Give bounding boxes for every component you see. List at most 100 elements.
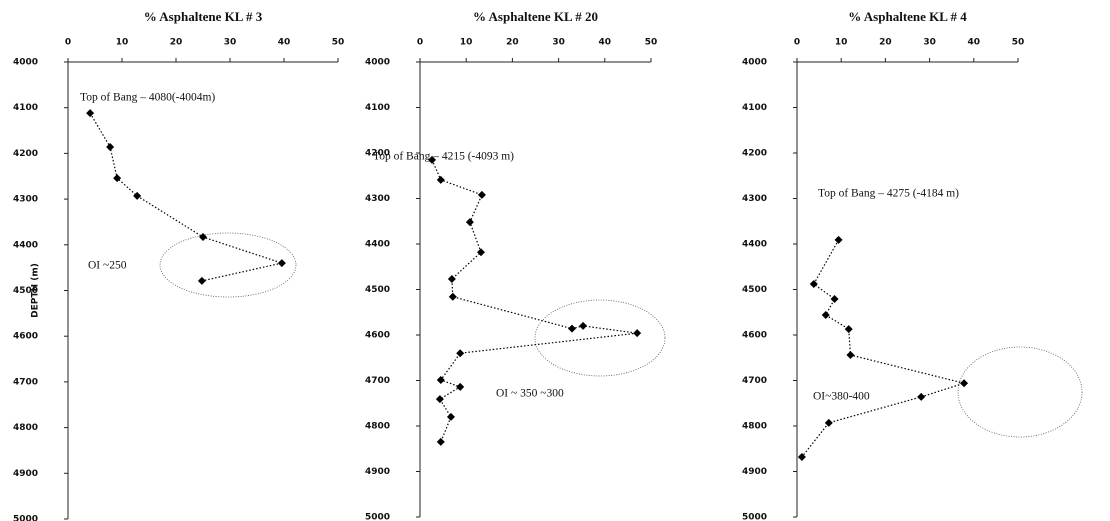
y-tick-label: 4700	[365, 376, 390, 386]
y-tick-label: 4500	[742, 285, 767, 295]
y-tick-label: 4900	[742, 467, 767, 477]
data-point	[465, 218, 474, 227]
y-tick-label: 4700	[742, 376, 767, 386]
y-tick-label: 4300	[365, 194, 390, 204]
annotation: OI ~250	[88, 260, 127, 272]
data-point	[476, 248, 485, 257]
y-tick-label: 4500	[365, 285, 390, 295]
data-point	[199, 233, 207, 242]
data-point	[917, 392, 926, 401]
data-line	[801, 239, 967, 458]
x-tick-label: 0	[65, 38, 71, 48]
data-point	[960, 379, 969, 388]
y-tick-label: 4400	[365, 240, 390, 250]
data-point	[197, 276, 206, 285]
data-point	[846, 351, 855, 360]
data-point	[477, 190, 486, 199]
x-tick-label: 0	[794, 38, 800, 48]
y-tick-label: 4600	[742, 331, 767, 341]
data-point	[435, 395, 444, 404]
annotation: Top of Bang – 4275 (-4184 m)	[818, 188, 959, 200]
data-point	[277, 259, 286, 268]
data-point	[834, 235, 843, 244]
y-tick-label: 4000	[365, 58, 390, 68]
y-tick-label: 4000	[742, 58, 767, 68]
data-point	[633, 329, 642, 338]
highlight-ellipse	[957, 346, 1083, 438]
data-point	[448, 292, 457, 301]
y-axis-label: DEPTH (m)	[31, 263, 41, 318]
x-tick-label: 50	[332, 38, 345, 48]
chart-title: % Asphaltene KL # 4	[848, 9, 967, 24]
x-tick-label: 50	[645, 38, 658, 48]
x-tick-label: 40	[599, 38, 612, 48]
x-tick-label: 10	[460, 38, 473, 48]
data-point	[824, 418, 833, 427]
data-point	[821, 310, 830, 319]
data-point	[436, 437, 445, 446]
y-tick-label: 4400	[13, 240, 38, 250]
y-tick-label: 4800	[13, 423, 38, 433]
data-line	[431, 159, 638, 443]
annotation: Top of Bang – 4080(-4004m)	[80, 92, 215, 104]
data-line	[89, 112, 285, 282]
data-point	[447, 275, 456, 284]
y-tick-label: 4100	[742, 103, 767, 113]
data-point	[113, 174, 122, 183]
chart-title: % Asphaltene KL # 20	[473, 9, 598, 24]
x-tick-label: 20	[879, 38, 892, 48]
highlight-ellipse	[534, 299, 666, 377]
y-tick-label: 4100	[13, 103, 38, 113]
data-point	[456, 382, 465, 391]
y-tick-label: 5000	[13, 515, 38, 521]
x-tick-label: 40	[968, 38, 981, 48]
y-tick-label: 4000	[13, 58, 38, 68]
chart-title: % Asphaltene KL # 3	[144, 9, 263, 24]
y-tick-label: 4600	[365, 331, 390, 341]
x-tick-label: 0	[417, 38, 423, 48]
data-point	[446, 412, 455, 421]
x-tick-label: 30	[224, 38, 237, 48]
y-tick-label: 4100	[365, 103, 390, 113]
y-tick-label: 4800	[742, 422, 767, 432]
y-tick-label: 5000	[742, 513, 767, 521]
data-point	[579, 321, 588, 330]
data-point	[456, 349, 465, 358]
annotation: Top of Bang – 4215 (-4093 m)	[373, 151, 514, 163]
x-tick-label: 20	[506, 38, 519, 48]
y-tick-label: 4800	[365, 422, 390, 432]
data-point	[436, 376, 445, 385]
data-point	[86, 109, 95, 118]
y-tick-label: 4300	[742, 194, 767, 204]
y-tick-label: 4300	[13, 195, 38, 205]
data-point	[133, 191, 142, 200]
y-tick-label: 5000	[365, 513, 390, 521]
x-tick-label: 20	[170, 38, 183, 48]
x-tick-label: 30	[552, 38, 565, 48]
y-tick-label: 4600	[13, 332, 38, 342]
data-point	[106, 143, 115, 152]
y-tick-label: 4200	[13, 149, 38, 159]
data-point	[436, 175, 445, 184]
y-tick-label: 4900	[13, 469, 38, 479]
data-point	[809, 280, 818, 289]
x-tick-label: 40	[278, 38, 291, 48]
x-tick-label: 30	[923, 38, 936, 48]
y-tick-label: 4200	[742, 149, 767, 159]
y-tick-label: 4200	[365, 149, 390, 159]
x-tick-label: 10	[116, 38, 129, 48]
annotation: OI ~ 350 ~300	[496, 388, 564, 400]
data-point	[428, 155, 437, 164]
data-point	[567, 324, 576, 333]
y-tick-label: 4500	[13, 286, 38, 296]
y-tick-label: 4400	[742, 240, 767, 250]
highlight-ellipse	[159, 232, 297, 298]
data-point	[830, 295, 839, 304]
annotation: OI~380-400	[813, 391, 870, 403]
y-tick-label: 4900	[365, 467, 390, 477]
y-tick-label: 4700	[13, 377, 38, 387]
x-tick-label: 10	[835, 38, 848, 48]
data-point	[844, 325, 853, 334]
x-tick-label: 50	[1012, 38, 1025, 48]
